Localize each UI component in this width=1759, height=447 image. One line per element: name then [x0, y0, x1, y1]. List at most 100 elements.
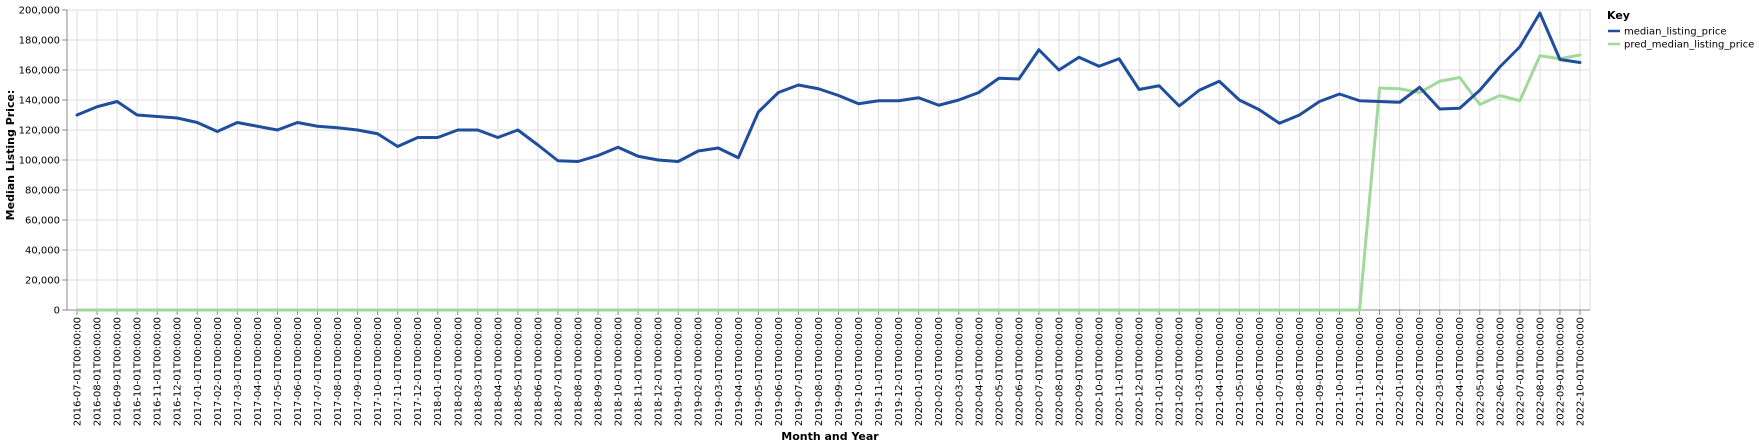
x-tick-label: 2017-10-01T00:00:00: [373, 317, 384, 426]
x-tick-label: 2020-11-01T00:00:00: [1115, 317, 1126, 426]
y-tick-label: 60,000: [25, 216, 60, 227]
x-tick-label: 2022-03-01T00:00:00: [1435, 317, 1446, 426]
y-tick-label: 40,000: [25, 246, 60, 257]
x-tick-label: 2021-10-01T00:00:00: [1335, 317, 1346, 426]
x-tick-label: 2021-12-01T00:00:00: [1375, 317, 1386, 426]
x-tick-label: 2019-01-01T00:00:00: [674, 317, 685, 426]
y-tick-label: 180,000: [19, 36, 60, 47]
y-axis-title: Median Listing Price:: [4, 90, 17, 221]
y-tick-label: 0: [54, 306, 60, 317]
x-tick-label: 2018-03-01T00:00:00: [473, 317, 484, 426]
x-tick-label: 2021-04-01T00:00:00: [1215, 317, 1226, 426]
x-tick-label: 2021-03-01T00:00:00: [1195, 317, 1206, 426]
x-tick-label: 2022-10-01T00:00:00: [1575, 317, 1586, 426]
x-tick-label: 2018-09-01T00:00:00: [594, 317, 605, 426]
x-tick-label: 2016-11-01T00:00:00: [153, 317, 164, 426]
x-axis-title: Month and Year: [781, 430, 879, 443]
legend: Key median_listing_price pred_median_list…: [1607, 9, 1754, 51]
x-tick-label: 2019-08-01T00:00:00: [814, 317, 825, 426]
x-tick-label: 2016-08-01T00:00:00: [93, 317, 104, 426]
legend-label: pred_median_listing_price: [1624, 40, 1754, 51]
x-tick-label: 2017-09-01T00:00:00: [353, 317, 364, 426]
x-tick-label: 2017-11-01T00:00:00: [393, 317, 404, 426]
series-line-pred_median_listing_price: [75, 53, 1582, 312]
x-tick-label: 2018-10-01T00:00:00: [614, 317, 625, 426]
x-tick-label: 2022-05-01T00:00:00: [1475, 317, 1486, 426]
legend-title: Key: [1607, 9, 1630, 22]
x-tick-label: 2020-10-01T00:00:00: [1095, 317, 1106, 426]
legend-items: median_listing_price pred_median_listing_…: [1608, 27, 1754, 51]
x-axis-ticks: 2016-07-01T00:00:00 2016-08-01T00:00:00 20…: [73, 310, 1586, 426]
x-tick-label: 2017-08-01T00:00:00: [333, 317, 344, 426]
x-tick-label: 2020-07-01T00:00:00: [1034, 317, 1045, 426]
x-tick-label: 2016-07-01T00:00:00: [73, 317, 84, 426]
gridlines: [67, 9, 1590, 311]
y-tick-label: 20,000: [25, 276, 60, 287]
x-tick-label: 2021-06-01T00:00:00: [1255, 317, 1266, 426]
x-tick-label: 2020-08-01T00:00:00: [1054, 317, 1065, 426]
x-tick-label: 2021-02-01T00:00:00: [1175, 317, 1186, 426]
x-tick-label: 2022-08-01T00:00:00: [1535, 317, 1546, 426]
y-axis-ticks: 0 20,000 40,000 60,000 80,000 100,000 120,000 1…: [19, 6, 67, 317]
x-tick-label: 2018-05-01T00:00:00: [513, 317, 524, 426]
series-lines: [75, 11, 1582, 312]
y-tick-label: 100,000: [19, 156, 60, 167]
x-tick-label: 2019-04-01T00:00:00: [734, 317, 745, 426]
y-tick-label: 140,000: [19, 96, 60, 107]
legend-label: median_listing_price: [1624, 27, 1727, 38]
x-tick-label: 2018-08-01T00:00:00: [574, 317, 585, 426]
x-tick-label: 2018-01-01T00:00:00: [433, 317, 444, 426]
x-tick-label: 2017-07-01T00:00:00: [313, 317, 324, 426]
x-tick-label: 2017-05-01T00:00:00: [273, 317, 284, 426]
x-tick-label: 2019-12-01T00:00:00: [894, 317, 905, 426]
x-tick-label: 2018-04-01T00:00:00: [493, 317, 504, 426]
x-tick-label: 2017-03-01T00:00:00: [233, 317, 244, 426]
x-tick-label: 2020-04-01T00:00:00: [974, 317, 985, 426]
x-tick-label: 2017-02-01T00:00:00: [213, 317, 224, 426]
x-tick-label: 2022-09-01T00:00:00: [1555, 317, 1566, 426]
x-tick-label: 2021-07-01T00:00:00: [1275, 317, 1286, 426]
x-tick-label: 2022-01-01T00:00:00: [1395, 317, 1406, 426]
x-tick-label: 2020-05-01T00:00:00: [994, 317, 1005, 426]
x-tick-label: 2020-02-01T00:00:00: [934, 317, 945, 426]
x-tick-label: 2018-02-01T00:00:00: [453, 317, 464, 426]
x-tick-label: 2021-08-01T00:00:00: [1295, 317, 1306, 426]
x-tick-label: 2019-02-01T00:00:00: [694, 317, 705, 426]
x-tick-label: 2019-05-01T00:00:00: [754, 317, 765, 426]
x-tick-label: 2020-03-01T00:00:00: [954, 317, 965, 426]
x-tick-label: 2019-11-01T00:00:00: [874, 317, 885, 426]
x-tick-label: 2016-09-01T00:00:00: [113, 317, 124, 426]
x-tick-label: 2019-09-01T00:00:00: [834, 317, 845, 426]
x-tick-label: 2017-06-01T00:00:00: [293, 317, 304, 426]
y-tick-label: 120,000: [19, 126, 60, 137]
x-tick-label: 2020-12-01T00:00:00: [1135, 317, 1146, 426]
x-tick-label: 2021-09-01T00:00:00: [1315, 317, 1326, 426]
x-tick-label: 2019-06-01T00:00:00: [774, 317, 785, 426]
y-tick-label: 80,000: [25, 186, 60, 197]
x-tick-label: 2020-06-01T00:00:00: [1014, 317, 1025, 426]
y-tick-label: 160,000: [19, 66, 60, 77]
x-tick-label: 2018-12-01T00:00:00: [654, 317, 665, 426]
x-tick-label: 2022-04-01T00:00:00: [1455, 317, 1466, 426]
y-tick-label: 200,000: [19, 6, 60, 17]
x-tick-label: 2019-03-01T00:00:00: [714, 317, 725, 426]
x-tick-label: 2018-11-01T00:00:00: [634, 317, 645, 426]
x-tick-label: 2021-11-01T00:00:00: [1355, 317, 1366, 426]
x-tick-label: 2016-10-01T00:00:00: [133, 317, 144, 426]
x-tick-label: 2021-01-01T00:00:00: [1155, 317, 1166, 426]
x-tick-label: 2016-12-01T00:00:00: [173, 317, 184, 426]
series-line-median_listing_price: [75, 11, 1582, 163]
x-tick-label: 2019-10-01T00:00:00: [854, 317, 865, 426]
x-tick-label: 2022-07-01T00:00:00: [1515, 317, 1526, 426]
x-tick-label: 2021-05-01T00:00:00: [1235, 317, 1246, 426]
x-tick-label: 2018-07-01T00:00:00: [553, 317, 564, 426]
x-tick-label: 2018-06-01T00:00:00: [533, 317, 544, 426]
x-tick-label: 2017-04-01T00:00:00: [253, 317, 264, 426]
x-tick-label: 2020-01-01T00:00:00: [914, 317, 925, 426]
x-tick-label: 2020-09-01T00:00:00: [1074, 317, 1085, 426]
x-tick-label: 2019-07-01T00:00:00: [794, 317, 805, 426]
x-tick-label: 2017-01-01T00:00:00: [193, 317, 204, 426]
x-tick-label: 2017-12-01T00:00:00: [413, 317, 424, 426]
x-tick-label: 2022-02-01T00:00:00: [1415, 317, 1426, 426]
